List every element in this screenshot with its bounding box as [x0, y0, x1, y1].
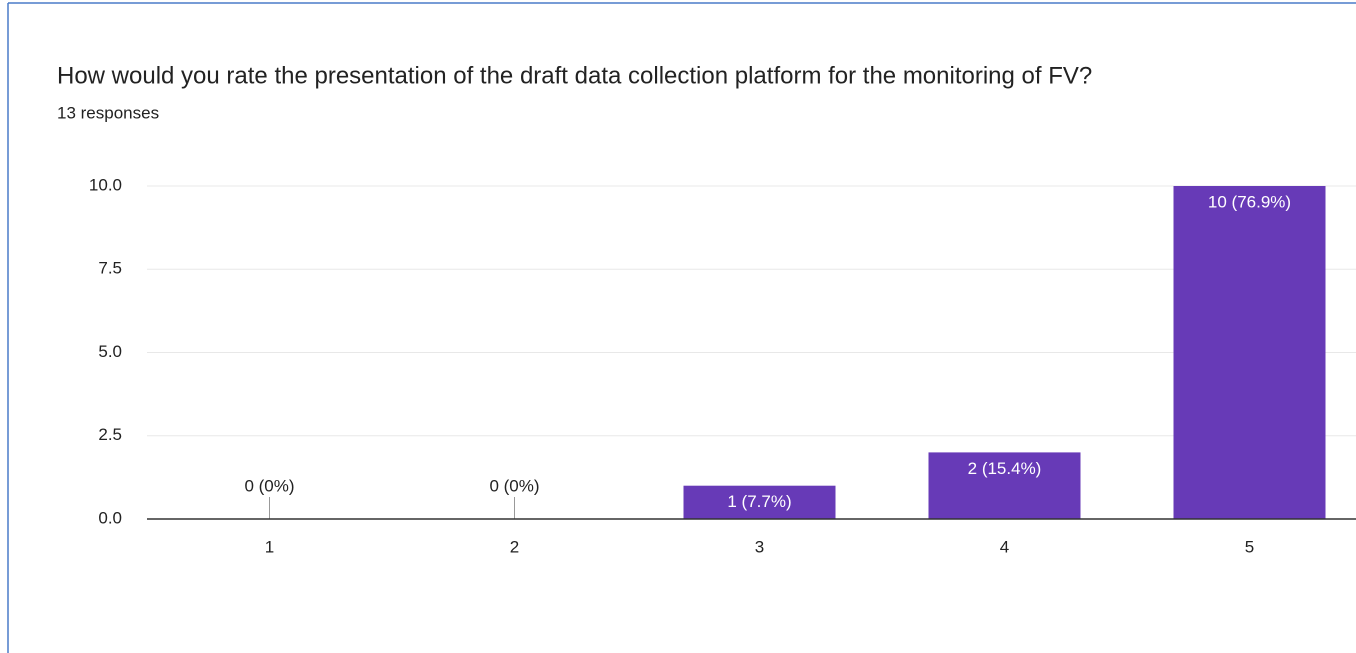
- chart-subtitle: 13 responses: [57, 103, 159, 122]
- x-tick-label: 1: [265, 537, 274, 556]
- y-tick-label: 7.5: [98, 259, 122, 278]
- value-label: 2 (15.4%): [968, 459, 1042, 478]
- bar: [683, 485, 836, 519]
- bar: [1173, 186, 1326, 519]
- y-tick-label: 0.0: [98, 508, 122, 527]
- x-tick-label: 5: [1245, 537, 1254, 556]
- value-label: 0 (0%): [244, 476, 294, 495]
- value-label: 1 (7.7%): [727, 492, 791, 511]
- value-label: 0 (0%): [489, 476, 539, 495]
- chart-title: How would you rate the presentation of t…: [57, 62, 1092, 89]
- y-tick-label: 2.5: [98, 425, 122, 444]
- x-tick-label: 2: [510, 537, 519, 556]
- x-tick-label: 4: [1000, 537, 1009, 556]
- value-label: 10 (76.9%): [1208, 192, 1291, 211]
- bar: [928, 452, 1081, 519]
- x-tick-label: 3: [755, 537, 764, 556]
- y-tick-label: 10.0: [89, 175, 122, 194]
- y-tick-label: 5.0: [98, 342, 122, 361]
